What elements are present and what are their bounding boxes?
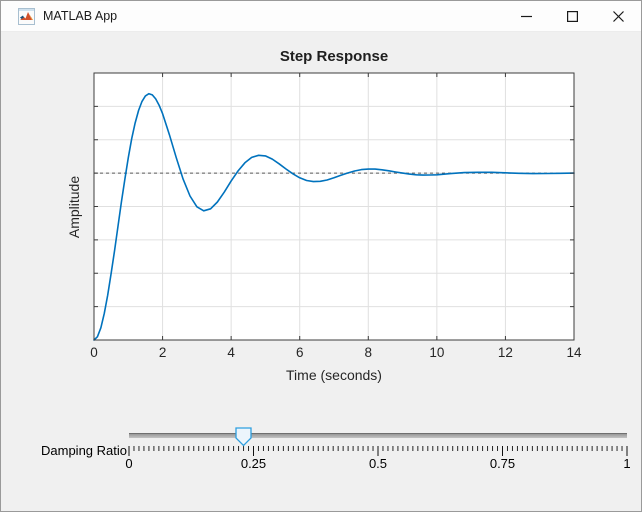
damping-ratio-label: Damping Ratio [41, 443, 127, 458]
slider-tick-label: 0.5 [369, 456, 387, 471]
x-axis-label: Time (seconds) [286, 367, 382, 383]
slider-tick-label: 1 [623, 456, 630, 471]
slider-tick-label: 0.25 [241, 456, 266, 471]
axes-box [93, 72, 575, 341]
slider-tick-label: 0.75 [490, 456, 515, 471]
minimize-button[interactable] [503, 1, 549, 32]
maximize-icon [566, 11, 578, 22]
x-tick-label: 8 [365, 345, 373, 360]
x-tick-label: 14 [566, 345, 582, 360]
x-tick-label: 12 [498, 345, 513, 360]
plot-background [94, 73, 574, 340]
damping-ratio-slider-thumb[interactable] [235, 427, 252, 447]
x-tick-label: 0 [90, 345, 98, 360]
close-button[interactable] [595, 1, 641, 32]
maximize-button[interactable] [549, 1, 595, 32]
slider-tick-label: 0 [125, 456, 132, 471]
x-tick-label: 2 [159, 345, 167, 360]
x-tick-label: 6 [296, 345, 304, 360]
step-response-curve [93, 92, 575, 341]
chart-title: Step Response [279, 48, 389, 65]
matlab-logo-icon [18, 7, 35, 25]
close-icon [612, 11, 624, 22]
window-controls [503, 1, 641, 32]
window-title: MATLAB App [43, 9, 118, 23]
y-axis-label: Amplitude [66, 175, 82, 239]
x-tick-label: 4 [227, 345, 235, 360]
window-titlebar[interactable]: MATLAB App [1, 1, 641, 32]
x-tick-label: 10 [429, 345, 444, 360]
minimize-icon [520, 15, 532, 18]
damping-ratio-slider-track[interactable] [129, 433, 627, 439]
